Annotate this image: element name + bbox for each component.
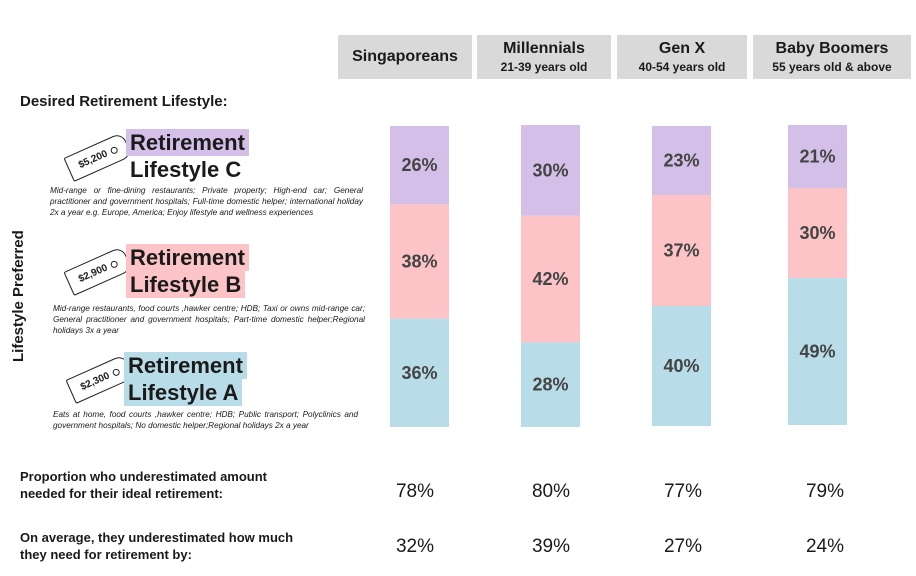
tier-title-b-line2: Lifestyle B (126, 271, 246, 298)
row-value: 32% (395, 536, 435, 557)
bar-data-label: 36% (401, 363, 437, 383)
column-header-millennials: Millennials 21-39 years old (477, 35, 611, 79)
row-label-underestimated-average: On average, they underestimated how much… (20, 530, 294, 562)
row-value: 77% (663, 481, 703, 502)
tier-description-a: Eats at home, food courts ,hawker centre… (53, 410, 358, 430)
bar-segment-c (521, 125, 580, 216)
tier-title-b: Retirement (126, 244, 249, 271)
bar-segment-a (652, 306, 711, 426)
bar-data-label: 42% (532, 269, 568, 289)
tier-title-c-line2: Lifestyle C (126, 156, 245, 183)
column-header-sub: 21-39 years old (500, 60, 588, 74)
bar-data-label: 21% (799, 147, 835, 167)
column-header-name: Millennials (503, 40, 585, 57)
column-header-singaporeans: Singaporeans (338, 35, 472, 79)
section-title: Desired Retirement Lifestyle: (20, 93, 228, 110)
tier-title-line1: Retirement (130, 245, 245, 270)
bar-segment-c (652, 126, 711, 195)
column-header-sub: 55 years old & above (772, 60, 892, 74)
column-header-name: Gen X (658, 40, 706, 57)
tier-title-c: Retirement (126, 129, 249, 156)
bar-data-label: 38% (401, 251, 437, 271)
tier-title-line2: Lifestyle C (130, 157, 242, 182)
row-value: 79% (805, 481, 845, 502)
bar-segment-c (788, 125, 847, 188)
tier-title-a: Retirement (124, 352, 247, 379)
row-label-underestimated-proportion: Proportion who underestimated amount nee… (20, 469, 268, 501)
column-header-name: Baby Boomers (775, 40, 889, 57)
column-header-name: Singaporeans (352, 48, 458, 65)
bar-data-label: 40% (663, 356, 699, 376)
bar-data-label: 49% (799, 342, 835, 362)
bar-segment-a (788, 278, 847, 425)
row-value: 39% (531, 536, 571, 557)
row-value: 78% (395, 481, 435, 502)
row-value: 27% (663, 536, 703, 557)
column-header-gen-x: Gen X 40-54 years old (617, 35, 747, 79)
tier-description-b: Mid-range restaurants, food courts ,hawk… (53, 304, 365, 335)
bar-data-label: 30% (799, 223, 835, 243)
bar-segment-a (390, 318, 449, 427)
column-header-baby-boomers: Baby Boomers 55 years old & above (753, 35, 911, 79)
bar-data-label: 30% (532, 160, 568, 180)
row-value: 24% (805, 536, 845, 557)
bar-segment-b (652, 195, 711, 306)
tier-description-c: Mid-range or fine-dining restaurants; Pr… (50, 186, 363, 217)
column-header-sub: 40-54 years old (638, 60, 726, 74)
tier-title-line1: Retirement (128, 353, 243, 378)
bar-data-label: 23% (663, 151, 699, 171)
bar-segment-b (521, 215, 580, 343)
tier-title-line2: Lifestyle B (130, 272, 242, 297)
bar-data-label: 37% (663, 241, 699, 261)
bar-data-label: 26% (401, 155, 437, 175)
row-value: 80% (531, 481, 571, 502)
bar-segment-b (788, 188, 847, 278)
bar-segment-b (390, 204, 449, 319)
tier-title-line1: Retirement (130, 130, 245, 155)
bar-segment-a (521, 342, 580, 427)
bar-segment-c (390, 126, 449, 205)
bar-data-label: 28% (532, 375, 568, 395)
tier-title-line2: Lifestyle A (128, 380, 239, 405)
tier-title-a-line2: Lifestyle A (124, 379, 243, 406)
